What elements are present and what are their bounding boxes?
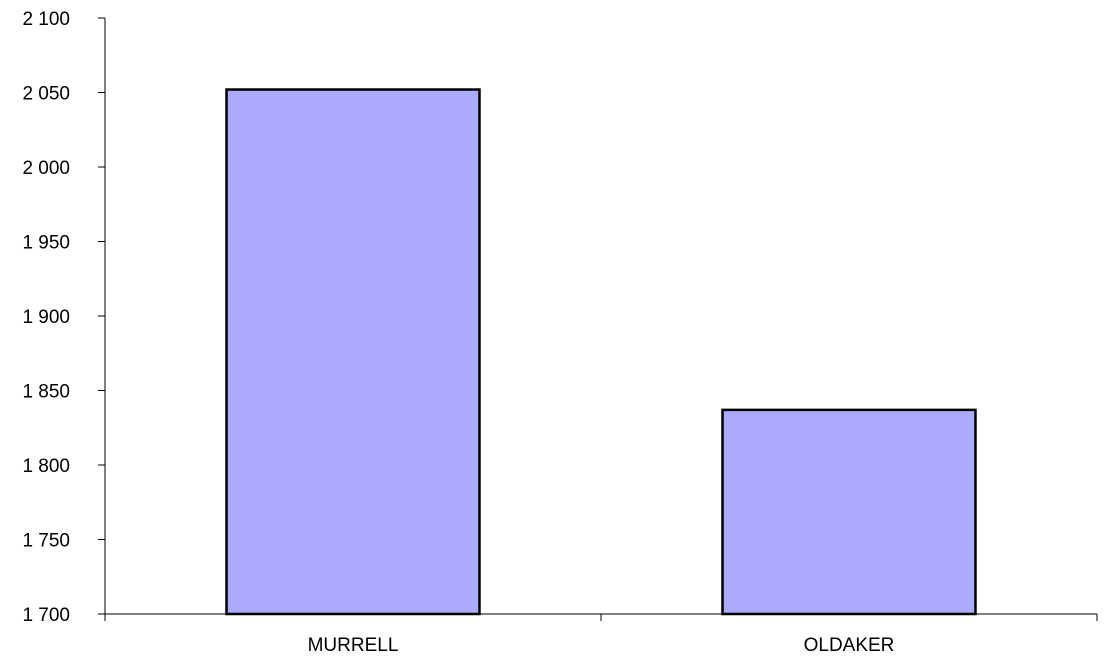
bar-murrell — [225, 88, 481, 616]
y-tick-label: 2 050 — [22, 84, 70, 105]
y-tick-label: 1 750 — [22, 531, 70, 552]
x-axis: MURRELL OLDAKER — [104, 613, 1098, 656]
y-tick-label: 1 900 — [22, 307, 70, 328]
y-tick-label: 2 000 — [22, 158, 70, 179]
y-tick-label: 1 950 — [22, 233, 70, 254]
y-tick-label: 2 100 — [22, 9, 70, 30]
y-tick-label: 1 800 — [22, 456, 70, 477]
x-category-label: OLDAKER — [804, 635, 895, 656]
x-category-label: MURRELL — [308, 635, 399, 656]
bars — [225, 88, 977, 616]
bar-oldaker — [721, 408, 977, 616]
y-tick-label: 1 850 — [22, 382, 70, 403]
y-axis: 1 700 1 750 1 800 1 850 1 900 1 950 2 000 2 050… — [22, 9, 106, 626]
y-tick-label: 1 700 — [22, 605, 70, 626]
